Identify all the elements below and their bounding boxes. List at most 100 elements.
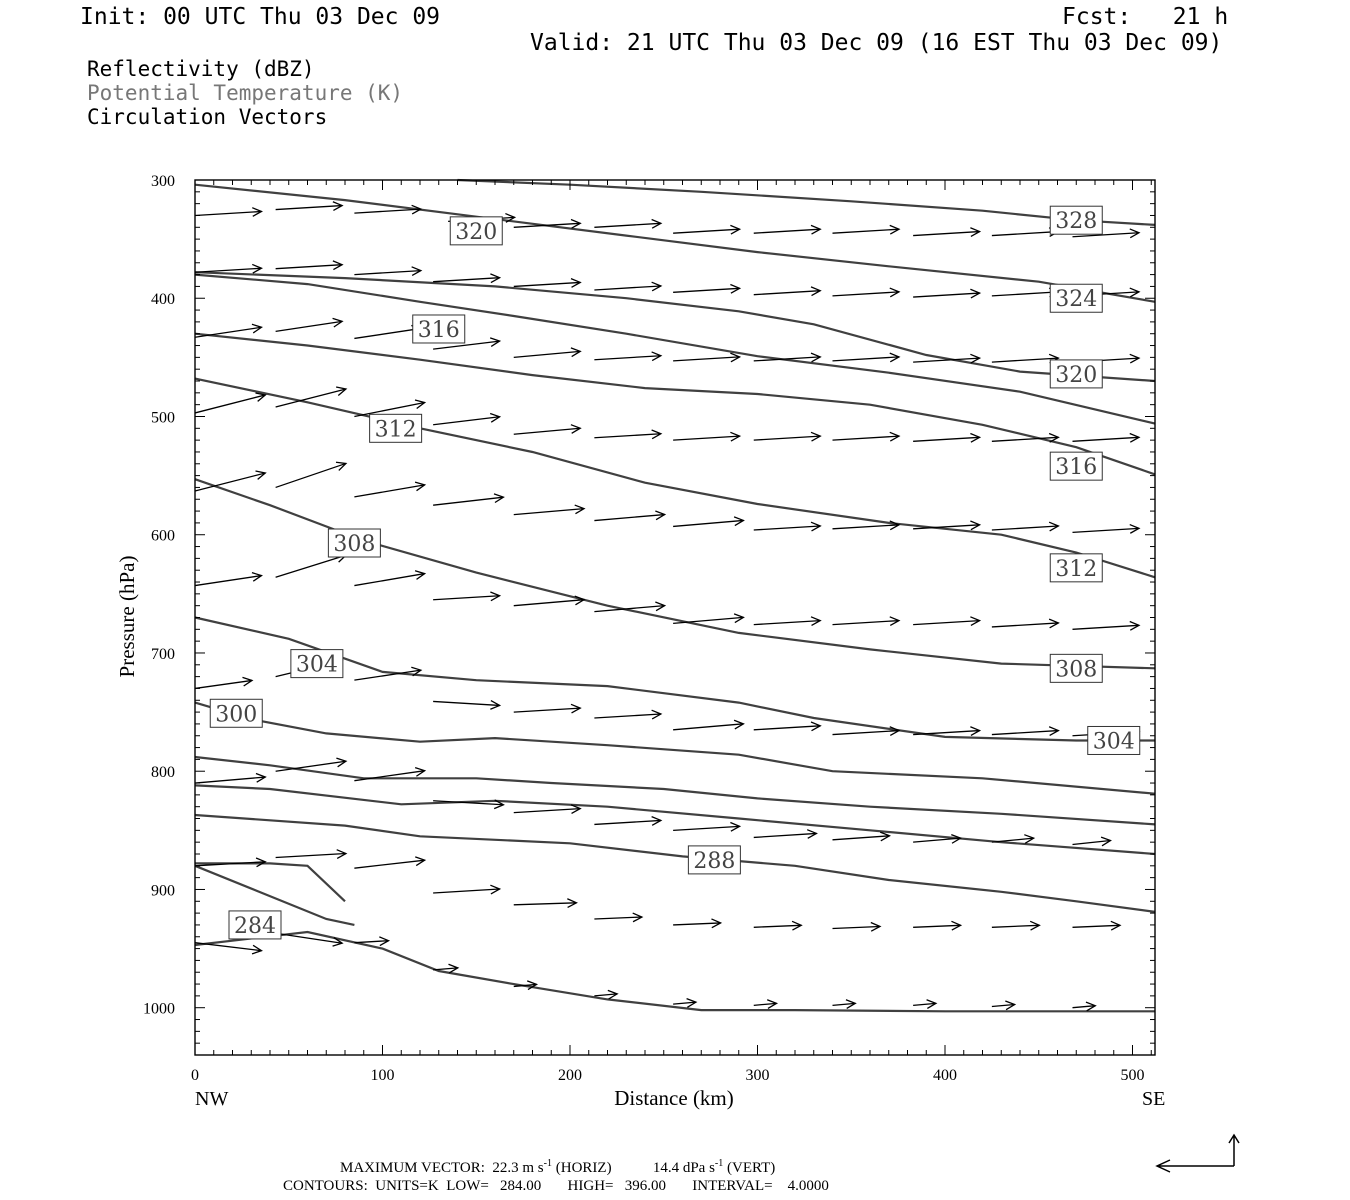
vector-head — [730, 352, 742, 363]
vector-shaft — [832, 291, 900, 297]
theta-contour — [194, 864, 355, 926]
vector-shaft — [433, 967, 458, 971]
vector-shaft — [275, 462, 347, 489]
vector-head — [570, 703, 582, 714]
vector-shaft — [433, 595, 500, 601]
theta-contour — [194, 701, 1156, 795]
vector-head — [1129, 620, 1141, 631]
vector-head — [332, 260, 344, 271]
circulation-vector — [194, 942, 263, 955]
vector-shaft — [513, 507, 585, 516]
vector-shaft — [513, 222, 581, 228]
vector-shaft — [913, 729, 980, 736]
vector-head — [252, 263, 263, 274]
vector-shaft — [832, 228, 900, 234]
vector-shaft — [1072, 839, 1111, 846]
x-axis-title: Distance (km) — [614, 1086, 734, 1110]
contour-label-text: 312 — [1055, 557, 1097, 582]
contour-label-box — [1049, 653, 1103, 683]
vector-shaft — [354, 208, 421, 214]
vector-shaft — [433, 496, 504, 506]
circulation-vector — [594, 351, 663, 362]
vector-head — [806, 829, 818, 839]
contour-label-text: 316 — [1055, 455, 1097, 480]
vector-head — [1129, 287, 1141, 298]
vector-head — [870, 921, 882, 932]
theta-contour — [194, 273, 1156, 425]
circulation-vector — [194, 392, 267, 414]
valid-time: Valid: 21 UTC Thu 03 Dec 09 (16 EST Thu … — [530, 30, 1223, 56]
vector-shaft — [673, 1001, 696, 1005]
circulation-vector — [354, 570, 427, 587]
vector-head — [335, 386, 348, 396]
legend-reflectivity: Reflectivity (dBZ) — [87, 57, 315, 81]
vector-head — [766, 999, 779, 1010]
vector-shaft — [513, 807, 581, 814]
contour-label-text: 304 — [1093, 729, 1135, 754]
circulation-vector — [275, 201, 344, 212]
contour-label: 304 — [290, 649, 344, 679]
theta-contour — [194, 377, 1156, 579]
vector-shaft — [673, 825, 740, 831]
vector-shaft — [832, 619, 900, 626]
circulation-vector — [832, 352, 901, 363]
vector-head — [889, 726, 901, 737]
vector-head — [889, 224, 901, 235]
vector-head — [730, 283, 742, 294]
circulation-vector — [594, 816, 663, 826]
circulation-vector — [194, 857, 267, 868]
vector-shaft — [991, 230, 1059, 237]
vector-head — [651, 816, 663, 826]
vector-shaft — [594, 604, 665, 613]
vector-head — [632, 912, 644, 923]
contour-label-text: 308 — [333, 532, 375, 557]
circulation-vector — [354, 767, 427, 782]
circulation-vector — [913, 726, 982, 737]
vector-shaft — [913, 436, 980, 442]
contour-label-box — [449, 216, 503, 246]
vector-head — [730, 821, 742, 832]
vector-head — [970, 432, 982, 443]
contour-label: 312 — [369, 413, 423, 443]
vector-shaft — [194, 472, 266, 492]
vector-shaft — [991, 357, 1059, 363]
contour-label: 328 — [1049, 205, 1103, 235]
vector-head — [810, 616, 822, 627]
vector-shaft — [594, 513, 665, 522]
circulation-vector — [433, 591, 502, 602]
vector-head — [651, 709, 663, 720]
circulation-vector — [832, 520, 901, 531]
vector-shaft — [913, 230, 980, 237]
vector-head — [414, 570, 427, 580]
vector-shaft — [513, 350, 581, 359]
vector-shaft — [991, 525, 1059, 531]
vector-shaft — [433, 416, 500, 426]
vector-head — [1029, 920, 1041, 931]
vector-shaft — [753, 725, 821, 731]
circulation-vector — [991, 920, 1041, 931]
x-tick-label: 400 — [933, 1067, 957, 1084]
vector-head — [733, 516, 745, 527]
vector-shaft — [354, 859, 425, 869]
vector-head — [1048, 726, 1060, 737]
contour-label-text: 320 — [455, 220, 497, 245]
vector-head — [567, 898, 578, 909]
circulation-vector — [513, 980, 539, 991]
vector-shaft — [913, 1002, 936, 1006]
vector-shaft — [673, 435, 740, 441]
circulation-vector — [673, 431, 742, 442]
x-tick-label: 0 — [191, 1067, 199, 1084]
circulation-vector — [991, 432, 1060, 443]
vector-shaft — [832, 524, 900, 530]
vector-shaft — [832, 435, 900, 441]
vector-head — [970, 288, 982, 299]
vector-shaft — [832, 1002, 856, 1006]
contour-label-box — [1087, 725, 1141, 755]
circulation-vector — [991, 227, 1060, 238]
theta-contour — [194, 784, 1156, 856]
vector-shaft — [753, 924, 802, 928]
circulation-vector — [513, 898, 578, 909]
vector-shaft — [673, 287, 740, 293]
vector-head — [970, 353, 982, 364]
theta-contour — [194, 478, 1156, 670]
